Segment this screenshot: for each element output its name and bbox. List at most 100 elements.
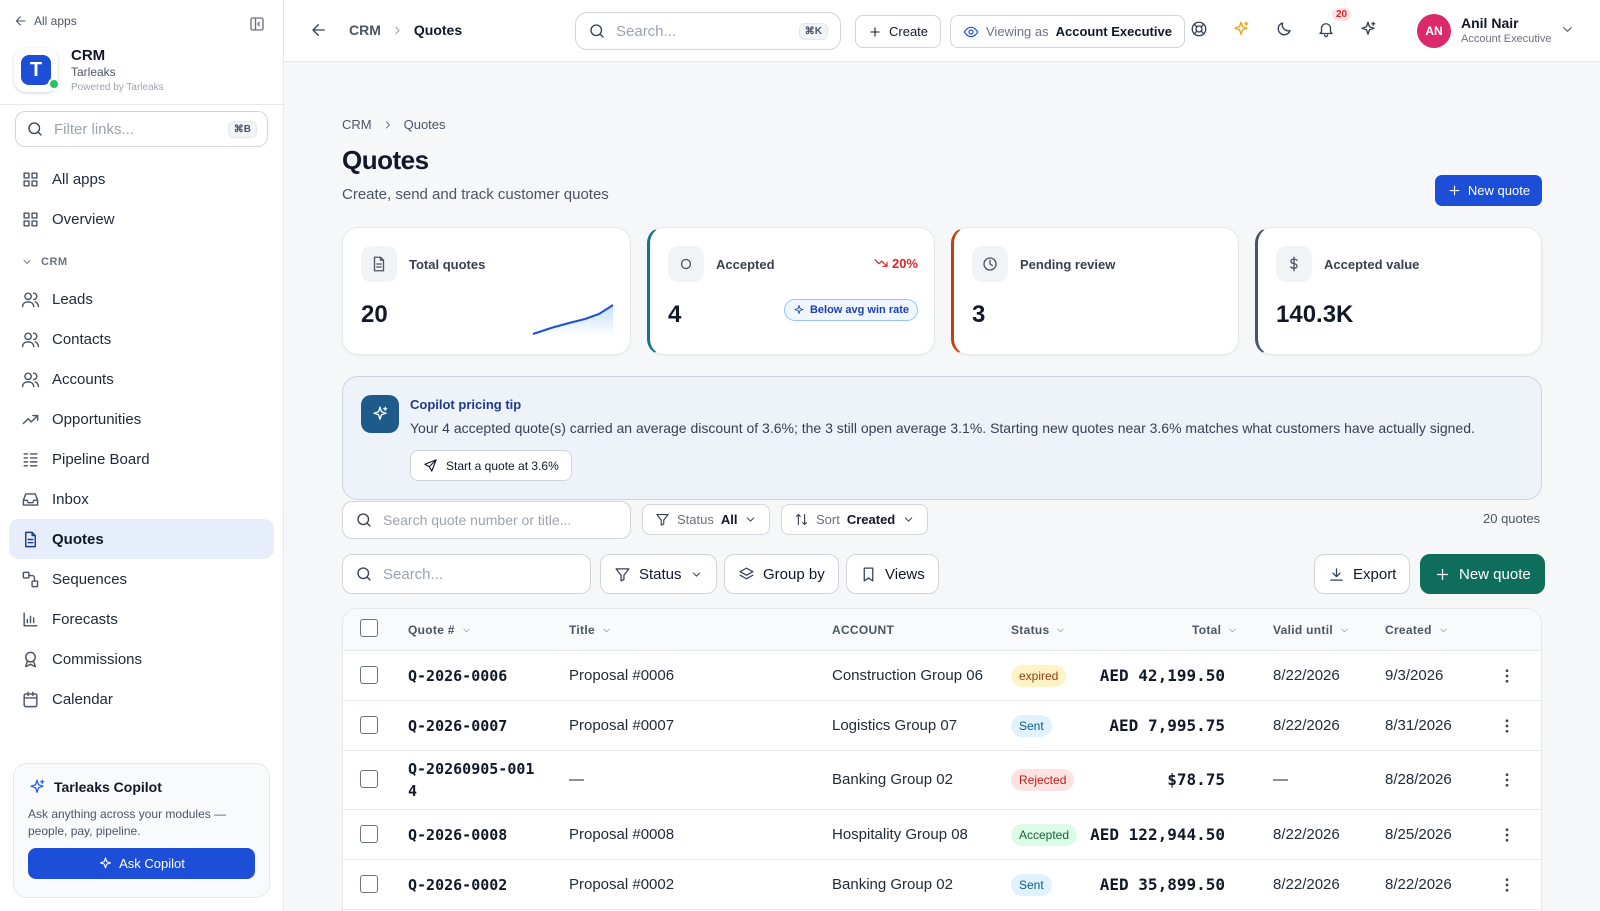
sidebar-item-calendar[interactable]: Calendar	[9, 679, 274, 719]
sidebar-item-label: Contacts	[52, 330, 112, 348]
quote-search-input[interactable]: Search quote number or title...	[342, 501, 631, 539]
table-search-input[interactable]: Search...	[342, 554, 591, 594]
viewing-as-button[interactable]: Viewing as Account Executive	[950, 15, 1185, 48]
more-vertical-icon[interactable]	[1498, 717, 1516, 735]
sort-dropdown[interactable]: Sort Created	[781, 504, 929, 535]
create-button[interactable]: Create	[855, 15, 942, 48]
global-search-input[interactable]: Search... ⌘K	[575, 12, 841, 50]
start-quote-button[interactable]: Start a quote at 3.6%	[410, 450, 572, 481]
breadcrumb-crm[interactable]: CRM	[342, 117, 372, 132]
quote-number[interactable]: Q-2026-0007	[408, 717, 508, 735]
table-row[interactable]: Q-2026-0006 Proposal #0006 Construction …	[343, 651, 1541, 701]
breadcrumb-crm[interactable]: CRM	[349, 22, 381, 38]
trending-up-icon	[22, 414, 39, 424]
export-button[interactable]: Export	[1314, 554, 1411, 594]
collapse-sidebar-icon[interactable]	[248, 15, 266, 33]
sidebar-item-leads[interactable]: Leads	[9, 279, 274, 319]
sort-label: Sort	[816, 512, 840, 527]
circle-icon	[668, 246, 704, 282]
table-row[interactable]: Q-2026-0008 Proposal #0008 Hospitality G…	[343, 810, 1541, 860]
section-toggle-crm[interactable]: CRM	[21, 256, 68, 268]
ai-sparkles-icon[interactable]	[1232, 20, 1250, 38]
chevron-down-icon	[905, 517, 913, 522]
quote-total: AED 42,199.50	[1099, 666, 1225, 685]
row-checkbox[interactable]	[360, 875, 378, 893]
more-vertical-icon[interactable]	[1498, 826, 1516, 844]
column-total[interactable]: Total	[1192, 623, 1238, 637]
row-checkbox[interactable]	[360, 666, 378, 684]
filter-links-input[interactable]: Filter links... ⌘B	[15, 111, 268, 147]
sidebar-item-forecasts[interactable]: Forecasts	[9, 599, 274, 639]
row-checkbox[interactable]	[360, 716, 378, 734]
kpi-card-accepted: Accepted 20% 4 Below avg win rate	[647, 227, 935, 355]
send-icon	[424, 459, 437, 472]
group-by-button[interactable]: Group by	[724, 554, 839, 594]
status-button[interactable]: Status	[600, 554, 717, 594]
sidebar-item-quotes[interactable]: Quotes	[9, 519, 274, 559]
avatar[interactable]: AN	[1417, 14, 1451, 48]
table-row[interactable]: Q-2026-0002 Proposal #0002 Banking Group…	[343, 860, 1541, 910]
dark-mode-icon[interactable]	[1275, 20, 1293, 38]
views-button[interactable]: Views	[846, 554, 939, 594]
quote-number[interactable]: Q-2026-0008	[408, 826, 508, 844]
user-name: Anil Nair	[1461, 15, 1519, 31]
table-row[interactable]: Q-2026-0007 Proposal #0007 Logistics Gro…	[343, 701, 1541, 751]
user-role: Account Executive	[1461, 33, 1552, 45]
column-status[interactable]: Status	[1011, 623, 1066, 637]
column-valid-until[interactable]: Valid until	[1273, 623, 1350, 637]
sidebar-item-sequences[interactable]: Sequences	[9, 559, 274, 599]
column-title[interactable]: Title	[569, 623, 612, 637]
status-filter[interactable]: Status All	[642, 504, 771, 535]
sidebar-item-contacts[interactable]: Contacts	[9, 319, 274, 359]
more-vertical-icon[interactable]	[1498, 876, 1516, 894]
quote-number[interactable]: Q-2026-0006	[408, 667, 508, 685]
sidebar-item-accounts[interactable]: Accounts	[9, 359, 274, 399]
column-created[interactable]: Created	[1385, 623, 1449, 637]
help-icon[interactable]	[1190, 20, 1208, 38]
sidebar-item-opportunities[interactable]: Opportunities	[9, 399, 274, 439]
quote-count: 20 quotes	[1483, 511, 1541, 526]
quote-account: Construction Group 06	[832, 667, 983, 684]
sidebar-item-inbox[interactable]: Inbox	[9, 479, 274, 519]
bell-icon[interactable]	[1317, 20, 1335, 38]
column-quote-number[interactable]: Quote #	[408, 623, 472, 637]
sort-value: Created	[846, 512, 896, 527]
sidebar-item-label: Sequences	[52, 570, 128, 588]
status-badge: Accepted	[1011, 824, 1078, 846]
search-icon	[357, 513, 371, 527]
quote-total: AED 122,944.50	[1090, 825, 1225, 844]
ask-copilot-button[interactable]: Ask Copilot	[28, 848, 255, 879]
inbox-icon	[22, 492, 39, 506]
back-to-all-apps[interactable]: All apps	[14, 14, 77, 28]
column-label: Status	[1011, 623, 1050, 637]
new-quote-toolbar-button[interactable]: New quote	[1420, 554, 1545, 594]
notification-count: 20	[1332, 8, 1352, 21]
table-header: Quote # Title ACCOUNT Status Total Valid…	[343, 609, 1541, 651]
column-label: Title	[569, 623, 595, 637]
new-quote-button[interactable]: New quote	[1435, 175, 1542, 206]
quote-number[interactable]: Q-2026-0002	[408, 876, 508, 894]
quote-valid-until: 8/22/2026	[1273, 826, 1340, 843]
select-all-checkbox[interactable]	[360, 619, 378, 637]
assistant-icon[interactable]	[1359, 20, 1377, 38]
sidebar-item-all-apps[interactable]: All apps	[9, 159, 274, 199]
sidebar-item-overview[interactable]: Overview	[9, 199, 274, 239]
row-checkbox[interactable]	[360, 825, 378, 843]
quote-number[interactable]: Q-20260905-0014	[408, 760, 535, 800]
column-label: Quote #	[408, 623, 455, 637]
row-checkbox[interactable]	[360, 770, 378, 788]
page-breadcrumb: CRM Quotes	[342, 117, 446, 132]
breadcrumb: CRM Quotes	[349, 22, 462, 38]
table-row[interactable]: Q-20260905-0014 — Banking Group 02 Rejec…	[343, 751, 1541, 810]
back-button[interactable]	[310, 21, 328, 39]
views-label: Views	[885, 565, 925, 583]
chevron-down-icon[interactable]	[1560, 22, 1575, 37]
more-vertical-icon[interactable]	[1498, 667, 1516, 685]
app-org: Tarleaks	[71, 65, 116, 79]
tip-title: Copilot pricing tip	[410, 397, 522, 412]
create-label: Create	[889, 24, 929, 39]
more-vertical-icon[interactable]	[1498, 771, 1516, 789]
sidebar-item-pipeline-board[interactable]: Pipeline Board	[9, 439, 274, 479]
sidebar-item-commissions[interactable]: Commissions	[9, 639, 274, 679]
quote-created: 8/28/2026	[1385, 771, 1452, 788]
